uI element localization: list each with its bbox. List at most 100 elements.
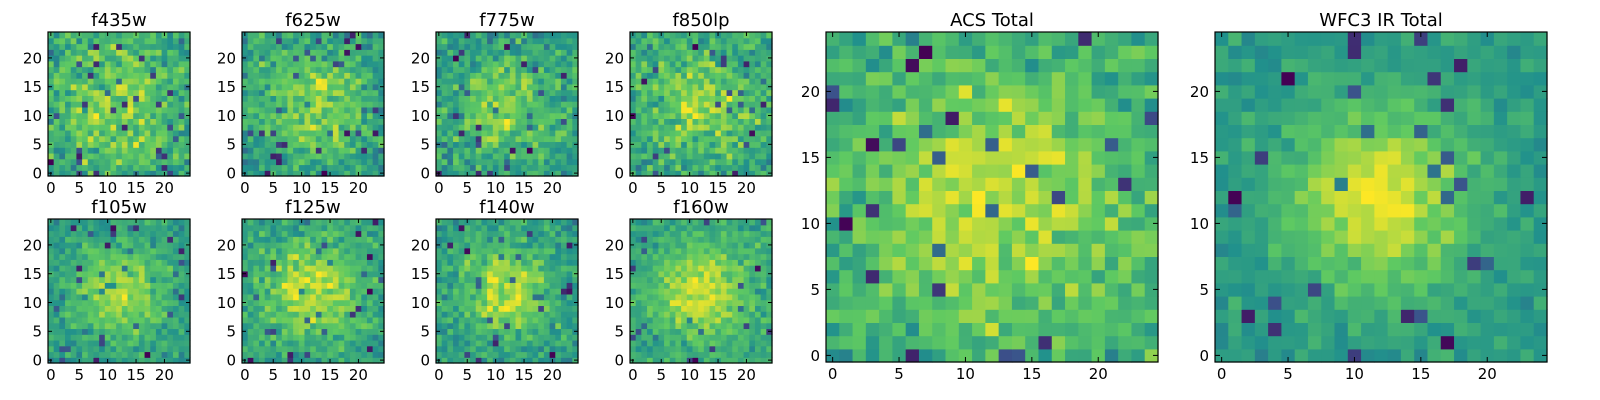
heatmap-cell — [726, 112, 733, 119]
heatmap-cell — [504, 311, 511, 318]
heatmap-cell — [110, 66, 117, 73]
heatmap-cell — [321, 316, 328, 324]
x-tick-label: 20 — [737, 179, 756, 197]
heatmap-cell — [458, 230, 465, 237]
heatmap-cell — [87, 311, 95, 318]
heatmap-cell — [737, 147, 745, 154]
heatmap-cell — [65, 236, 72, 243]
heatmap-cell — [310, 351, 317, 358]
heatmap-cell — [321, 72, 328, 79]
heatmap-cell — [698, 43, 705, 50]
heatmap-cell — [555, 106, 562, 114]
heatmap-cell — [93, 345, 100, 353]
heatmap-cell — [538, 83, 545, 91]
heatmap-cell — [652, 49, 659, 56]
heatmap-cell — [630, 106, 637, 114]
heatmap-cell — [65, 345, 72, 353]
heatmap-cell — [138, 288, 146, 295]
heatmap-cell — [82, 158, 89, 166]
heatmap-cell — [315, 147, 323, 154]
heatmap-cell — [247, 316, 254, 324]
heatmap-cell — [167, 242, 174, 249]
heatmap-cell — [253, 37, 260, 45]
heatmap-cell — [641, 152, 648, 160]
heatmap-cell — [121, 236, 129, 243]
heatmap-cell — [664, 101, 671, 108]
heatmap-cell — [749, 293, 756, 301]
heatmap-cell — [543, 322, 551, 330]
heatmap-cell — [332, 265, 340, 272]
heatmap-cell — [566, 236, 573, 243]
heatmap-cell — [549, 328, 556, 335]
heatmap-cell — [366, 276, 374, 283]
heatmap-cell — [355, 265, 362, 272]
x-tick-label: 5 — [656, 179, 666, 197]
heatmap-cell — [635, 282, 642, 289]
heatmap-cell — [304, 152, 311, 160]
heatmap-cell — [355, 259, 362, 266]
heatmap-cell — [664, 49, 671, 56]
heatmap-cell — [703, 60, 711, 68]
heatmap-cell — [630, 89, 637, 96]
heatmap-cell — [481, 95, 488, 102]
heatmap-cell — [692, 78, 699, 85]
heatmap-cell — [247, 224, 254, 232]
heatmap-cell — [167, 305, 174, 312]
heatmap-cell — [504, 124, 511, 131]
heatmap-cell — [82, 95, 89, 102]
heatmap-cell — [264, 66, 271, 73]
heatmap-cell — [492, 276, 500, 283]
heatmap-cell — [464, 334, 471, 341]
heatmap-cell — [549, 316, 556, 324]
heatmap-cell — [532, 259, 539, 266]
heatmap-cell — [287, 270, 294, 278]
heatmap-cell — [543, 72, 551, 79]
heatmap-cell — [344, 32, 351, 39]
heatmap-cell — [635, 305, 642, 312]
heatmap-cell — [59, 49, 66, 56]
heatmap-cell — [48, 89, 55, 96]
heatmap-cell — [726, 322, 733, 330]
heatmap-cell — [549, 72, 556, 79]
heatmap-cell — [293, 118, 300, 125]
heatmap-cell — [298, 43, 306, 50]
heatmap-cell — [487, 311, 494, 318]
heatmap-cell — [178, 124, 185, 131]
heatmap-cell — [270, 95, 277, 102]
heatmap-cell — [366, 124, 374, 131]
heatmap-cell — [698, 101, 705, 108]
heatmap-cell — [737, 351, 745, 358]
heatmap-cell — [287, 66, 294, 73]
heatmap-cell — [349, 112, 357, 119]
heatmap-cell — [766, 72, 773, 79]
heatmap-cell — [538, 339, 545, 347]
heatmap-cell — [720, 95, 728, 102]
heatmap-cell — [287, 89, 294, 96]
heatmap-cell — [287, 72, 294, 79]
heatmap-cell — [155, 95, 163, 102]
heatmap-cell — [543, 293, 551, 301]
heatmap-cell — [453, 37, 460, 45]
heatmap-cell — [104, 124, 112, 131]
heatmap-cell — [538, 253, 545, 260]
heatmap-cell — [509, 276, 517, 283]
heatmap-cell — [737, 316, 745, 324]
heatmap-cell — [65, 147, 72, 154]
heatmap-cell — [458, 78, 465, 85]
heatmap-cell — [70, 72, 77, 79]
heatmap-cell — [630, 305, 637, 312]
heatmap-cell — [754, 334, 762, 341]
heatmap-cell — [458, 66, 465, 73]
heatmap-cell — [281, 242, 289, 249]
heatmap-cell — [361, 345, 368, 353]
heatmap-cell — [99, 334, 106, 341]
x-tick-label: 10 — [98, 179, 117, 197]
heatmap-cell — [675, 43, 682, 50]
heatmap-cell — [436, 311, 443, 318]
heatmap-cell — [532, 288, 539, 295]
heatmap-cell — [76, 66, 83, 73]
heatmap-cell — [315, 305, 323, 312]
heatmap-cell — [538, 112, 545, 119]
heatmap-cell — [99, 101, 106, 108]
